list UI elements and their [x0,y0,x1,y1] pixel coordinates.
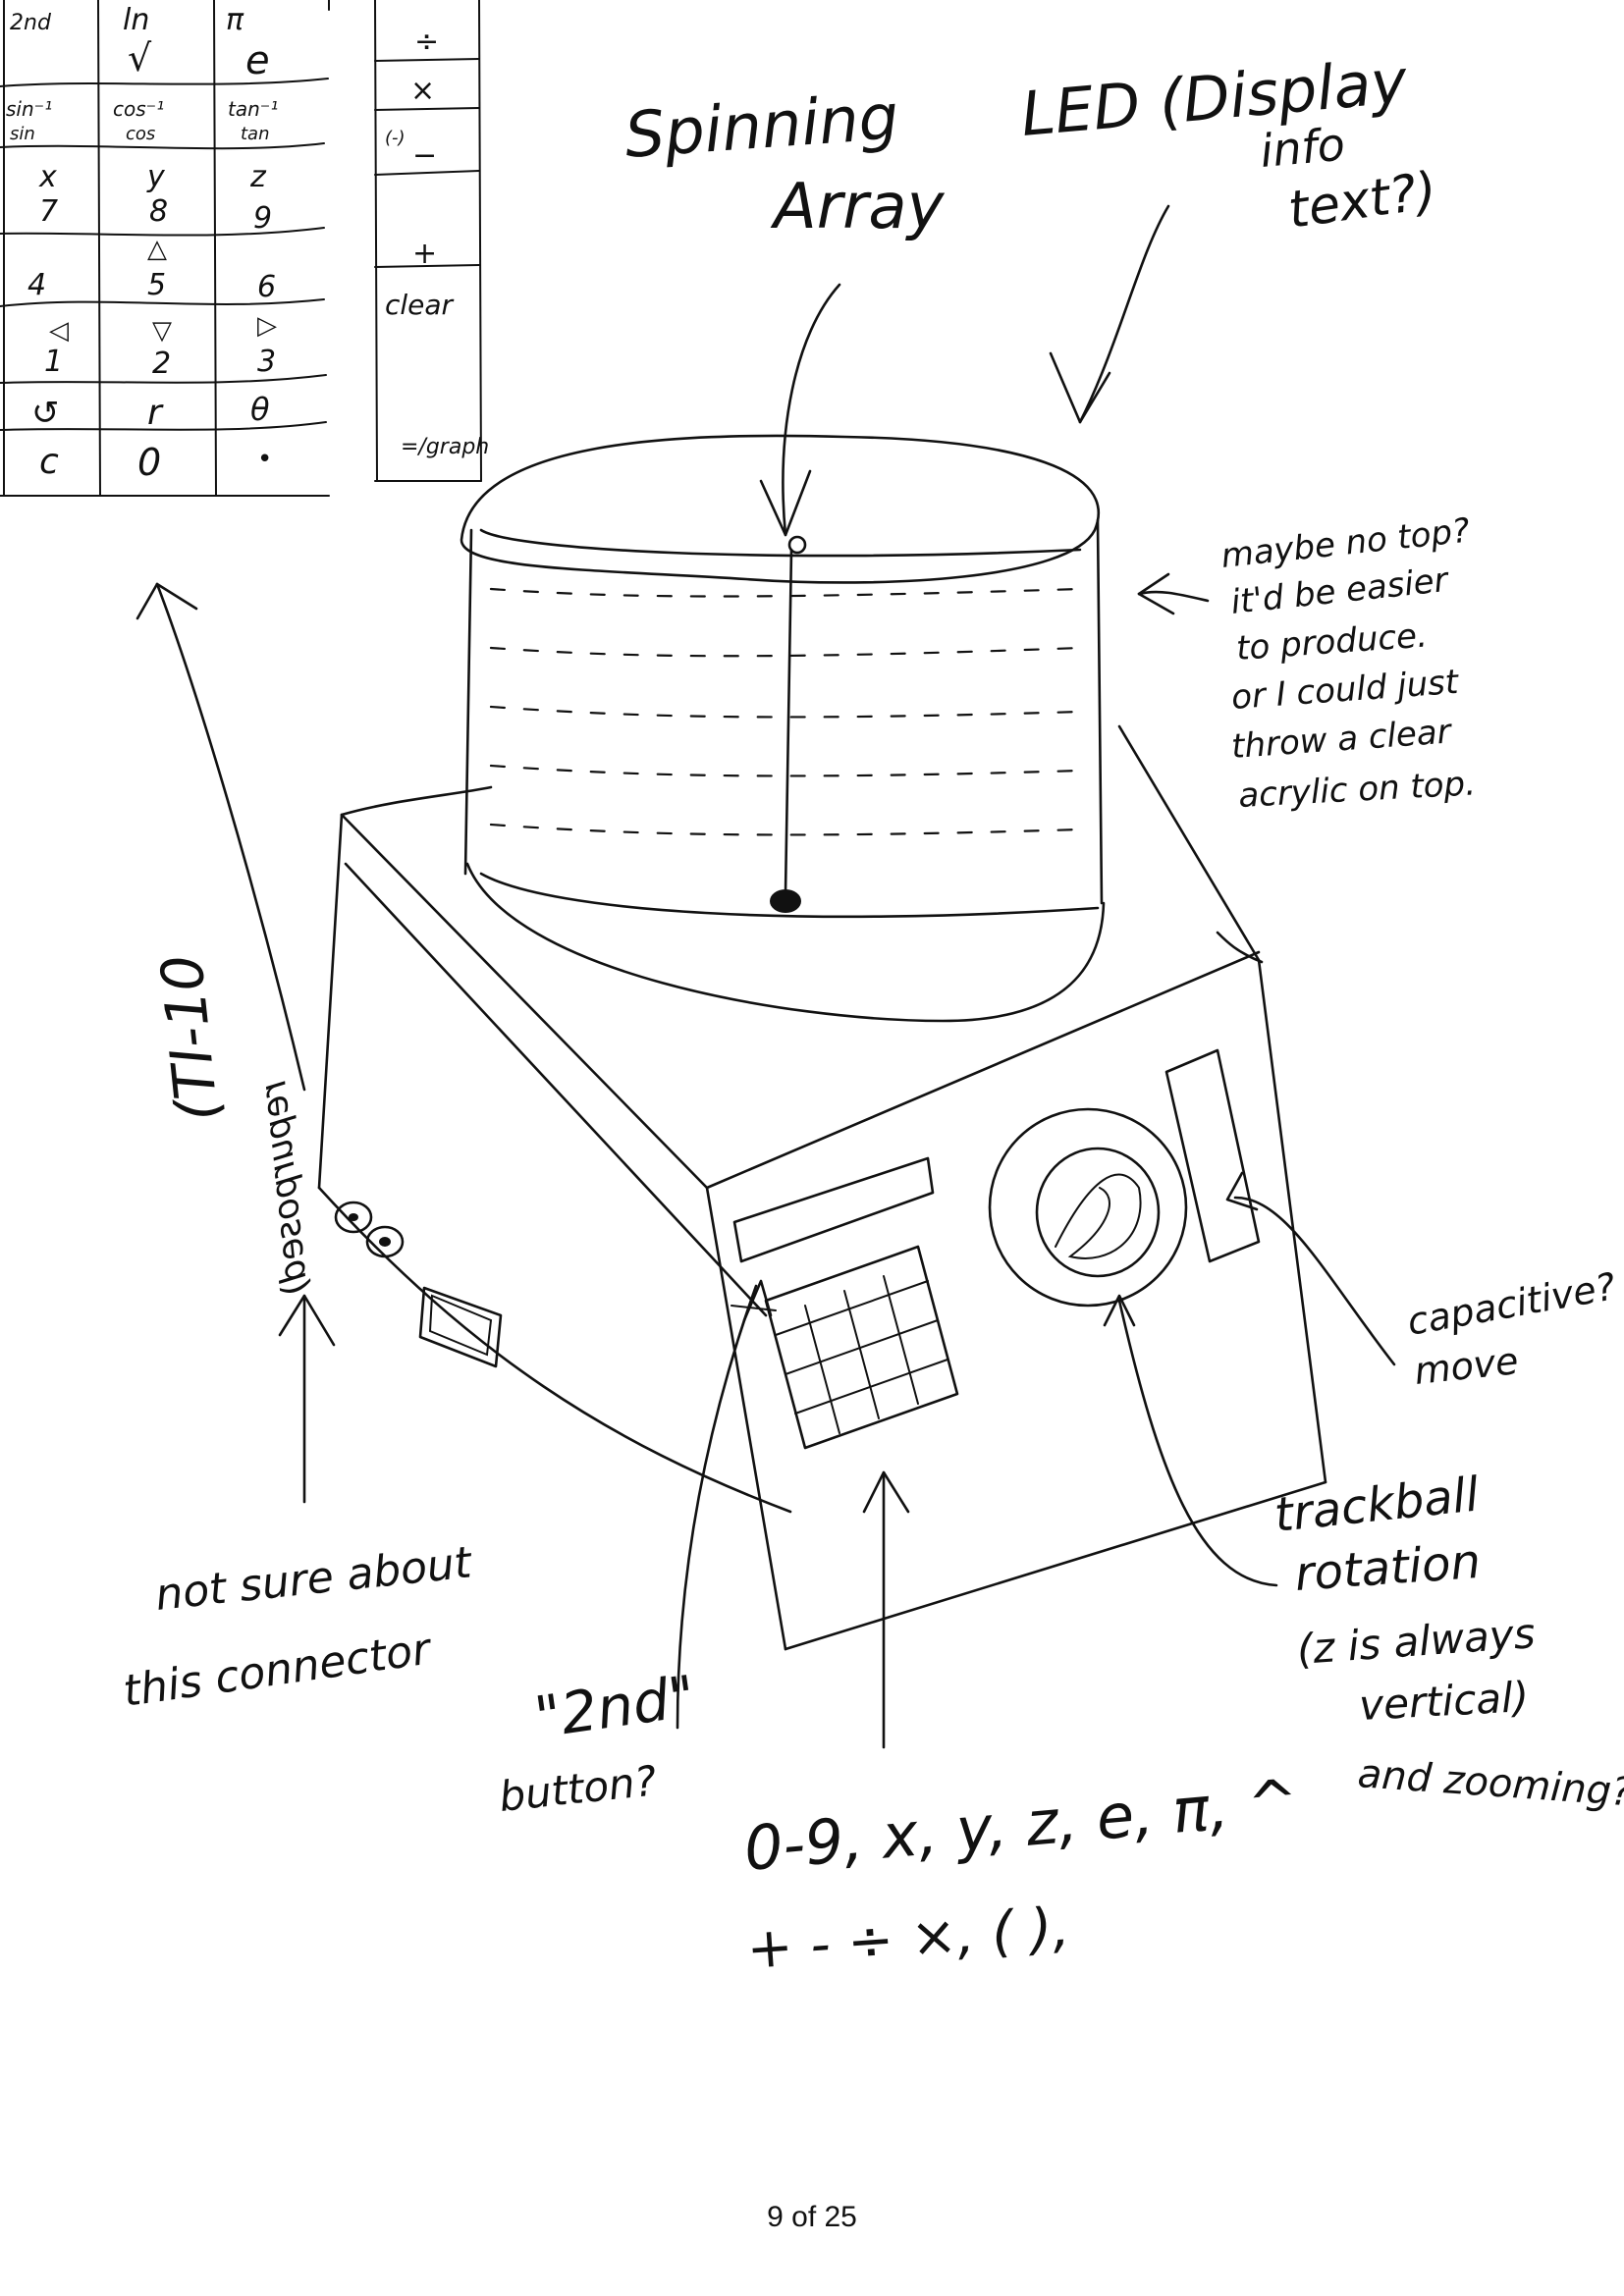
arrow-2nd-button [676,1284,758,1730]
label-z-always: (z is always [1295,1609,1537,1674]
key-minus: − [412,138,437,173]
key-x: x [38,160,57,194]
key-sin-inverse: sin⁻¹ [6,97,52,121]
key-r: r [147,393,164,433]
key-5: 5 [147,268,166,302]
key-c: c [39,442,59,482]
key-rotate: ↺ [31,394,60,433]
led-array [489,587,1082,836]
arrow-led-display [1078,204,1170,424]
key-e: e [245,38,270,83]
device-sketch [317,434,1327,1651]
label-operators: + - ÷ ×, ( ), [744,1896,1071,1982]
lcd-screen [732,1156,935,1263]
label-not-sure: not sure about [153,1537,475,1621]
arrow-ti-10 [155,582,306,1092]
keypad-layout-table: 2nd ln π √ e sin⁻¹ cos⁻¹ tan⁻¹ sin cos t… [0,0,489,497]
key-sqrt: √ [128,36,152,80]
key-graph: =/graph [401,435,489,459]
arrow-capacitive [1233,1196,1396,1366]
key-cos-inverse: cos⁻¹ [113,97,164,121]
key-0: 0 [137,441,161,484]
svg-text:to produce.: to produce. [1235,615,1429,667]
label-vertical: vertical) [1358,1673,1530,1730]
label-led-info: info [1258,118,1347,178]
key-9: 9 [253,201,272,236]
label-spinning: Spinning [623,81,901,173]
label-move: move [1412,1339,1520,1393]
label-button-question: button? [497,1756,659,1821]
annotations: Spinning Array LED (Display info text?) … [120,45,1624,1982]
key-3: 3 [257,345,276,379]
svg-text:or I could just: or I could just [1230,663,1461,718]
key-4: 4 [27,268,46,302]
label-array: Array [770,171,946,243]
label-zooming: and zooming? [1356,1751,1624,1815]
note-no-top: maybe no top? it'd be easier to produce.… [1219,511,1477,816]
label-ti-10: (TI-10 [148,952,232,1125]
key-dot: • [257,445,272,474]
key-y: y [146,160,166,194]
key-2nd: 2nd [10,11,52,35]
front-keypad-grid [731,1245,959,1450]
arrow-no-top [1137,590,1210,603]
key-6: 6 [257,270,276,304]
key-plus: + [412,237,437,271]
key-divide: ÷ [414,25,439,59]
label-2nd-quote: "2nd" [530,1663,699,1751]
key-pi: π [226,3,244,37]
key-right: ▷ [257,311,277,341]
key-2: 2 [152,347,171,381]
key-multiply: × [410,74,435,108]
key-1: 1 [44,345,63,379]
label-key-list: 0-9, x, y, z, e, π, ^ [741,1765,1302,1885]
key-8: 8 [149,194,168,229]
side-connector [334,1201,405,1258]
arrow-spinning-array [782,283,841,537]
label-trackball: trackball [1272,1467,1482,1543]
key-negative: (-) [385,128,406,148]
key-ln: ln [123,3,149,37]
key-z: z [249,160,267,194]
key-up: △ [147,235,167,264]
label-this-connector: this connector [120,1624,436,1717]
power-switch [418,1286,503,1368]
key-tan-inverse: tan⁻¹ [228,97,278,121]
key-theta: θ [250,391,270,428]
key-down: ▽ [152,316,172,346]
key-clear: clear [385,289,455,321]
keypad-side-column [374,0,482,482]
label-rotation: rotation [1293,1534,1483,1602]
key-left: ◁ [49,316,69,346]
key-7: 7 [39,194,58,229]
key-sin: sin [10,124,35,144]
svg-text:acrylic on top.: acrylic on top. [1237,764,1476,816]
arrows [135,204,1396,1749]
label-repurposed: repurposed) [253,1079,316,1298]
label-capacitive: capacitive? [1404,1264,1619,1344]
arrow-trackball [1117,1299,1278,1587]
key-tan: tan [241,124,270,144]
spinning-rod [770,535,807,913]
svg-text:throw a clear: throw a clear [1230,712,1454,767]
trackball [988,1107,1188,1308]
label-led-display: LED (Display [1018,45,1411,150]
key-cos: cos [126,124,155,144]
page-number: 9 of 25 [767,2201,857,2233]
capacitive-strip [1164,1048,1261,1263]
